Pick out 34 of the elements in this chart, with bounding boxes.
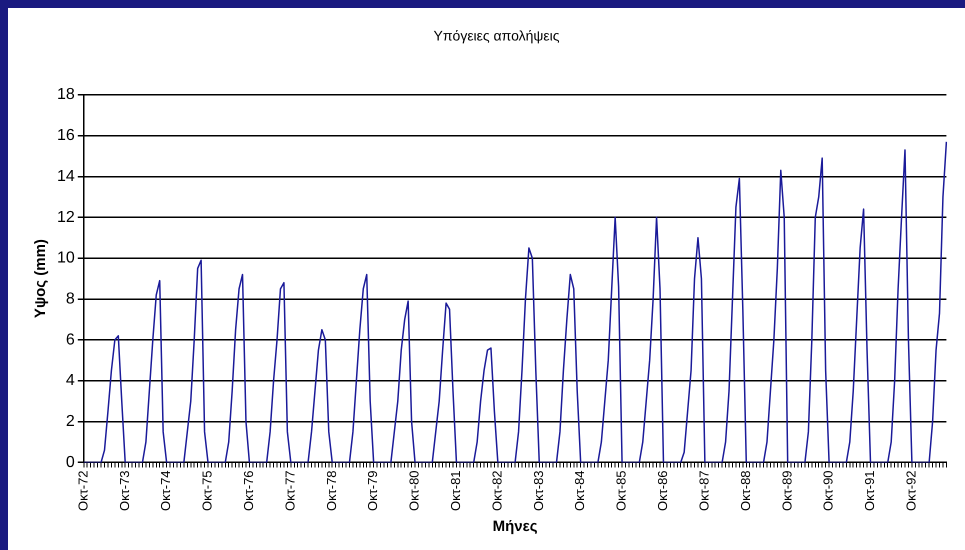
x-tick-label: Οκτ-92: [903, 470, 918, 512]
y-tick-label: 2: [66, 413, 75, 430]
y-tick-label: 6: [66, 331, 75, 348]
x-tick-label: Οκτ-90: [820, 470, 836, 512]
x-tick-label: Οκτ-87: [696, 470, 712, 512]
y-tick-label: 18: [57, 86, 75, 104]
x-tick-label: Οκτ-77: [282, 470, 298, 512]
y-axis-title: Υψος (mm): [32, 239, 50, 318]
x-tick-label: Οκτ-88: [738, 470, 753, 512]
x-tick-label: Οκτ-83: [530, 470, 546, 512]
x-tick-label: Οκτ-74: [158, 470, 174, 512]
y-tick-label: 0: [66, 454, 75, 471]
y-tick-label: 16: [57, 127, 75, 144]
x-tick-label: Οκτ-72: [75, 470, 90, 512]
x-tick-label: Οκτ-75: [200, 470, 215, 512]
x-tick-label: Οκτ-85: [614, 470, 629, 512]
x-tick-label: Οκτ-86: [655, 470, 670, 512]
x-tick-label: Οκτ-81: [448, 470, 464, 512]
y-tick-label: 14: [57, 168, 75, 185]
y-tick-label: 8: [66, 290, 75, 308]
x-tick-label: Οκτ-78: [324, 470, 339, 512]
x-tick-label: Οκτ-76: [240, 470, 256, 512]
x-tick-label: Οκτ-73: [116, 470, 132, 512]
chart-title: Υπόγειες απολήψεις: [434, 27, 560, 44]
x-tick-label: Οκτ-89: [779, 470, 794, 512]
x-tick-label: Οκτ-79: [365, 470, 380, 512]
x-tick-label: Οκτ-80: [406, 470, 422, 512]
y-tick-label: 4: [66, 372, 75, 390]
y-tick-label: 12: [57, 208, 75, 226]
x-axis-title: Μήνες: [492, 518, 538, 536]
x-tick-label: Οκτ-82: [489, 470, 504, 512]
x-tick-label: Οκτ-84: [572, 470, 588, 512]
y-tick-label: 10: [57, 250, 75, 267]
x-tick-label: Οκτ-91: [862, 470, 878, 512]
